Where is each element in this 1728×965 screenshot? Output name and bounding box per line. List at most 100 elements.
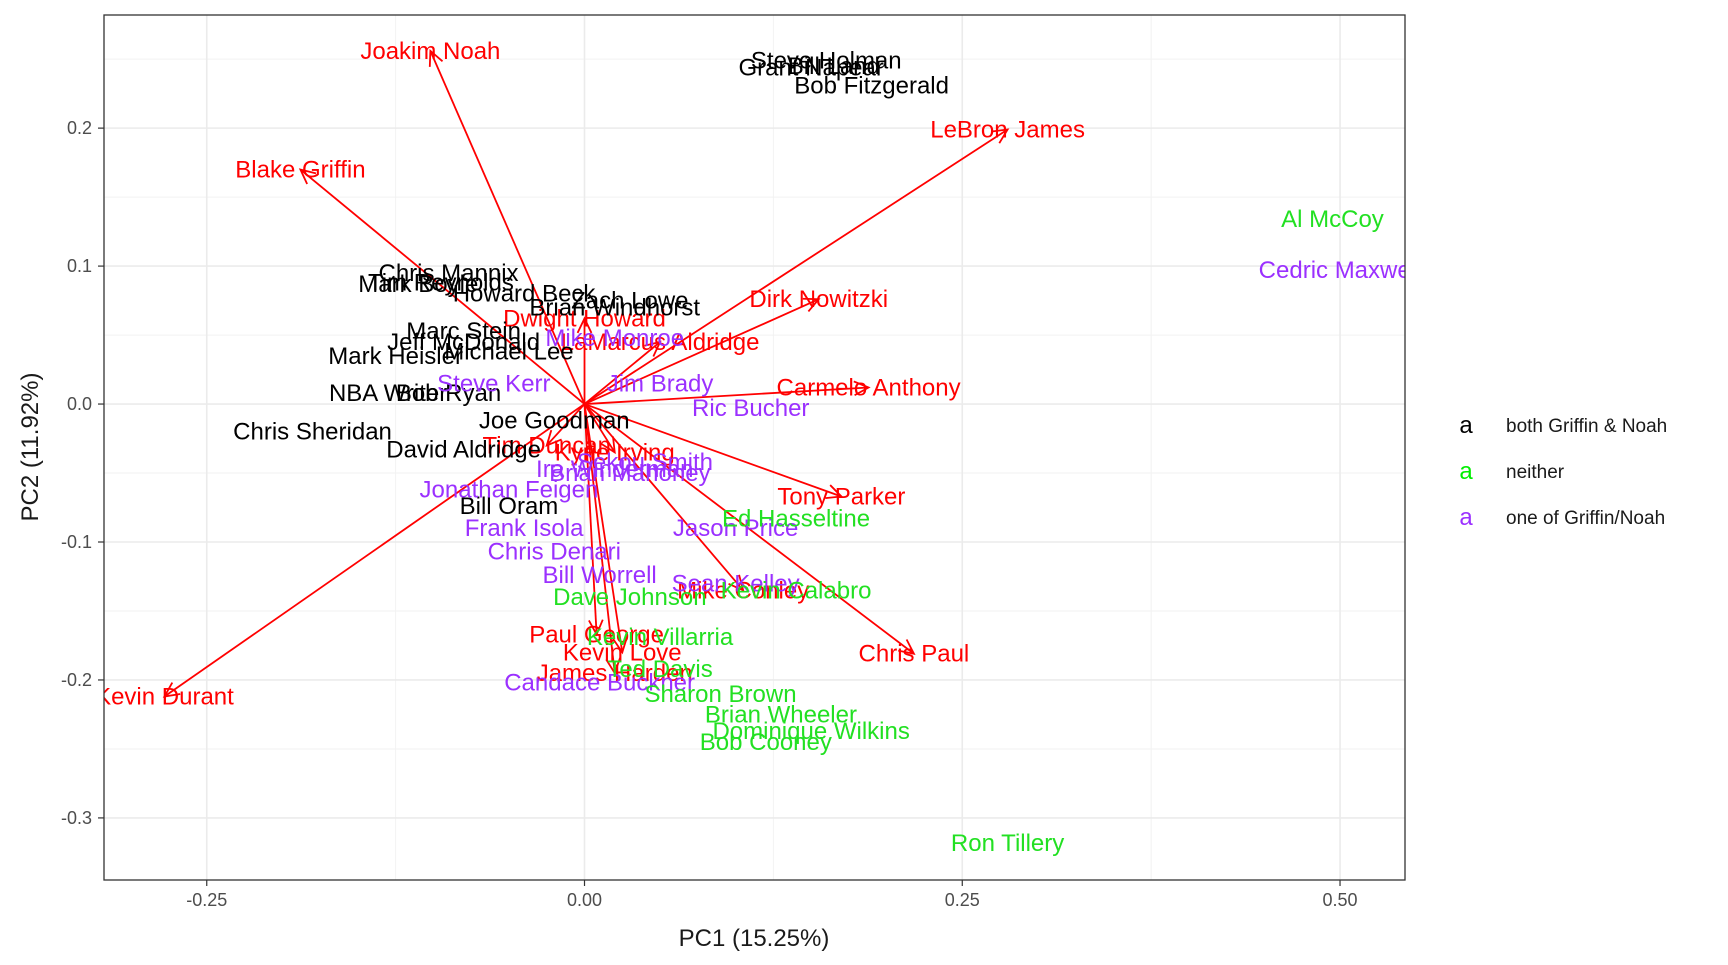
loading-arrow-line [583,341,661,405]
legend-label-one-of-griffin-noah: one of Griffin/Noah [1506,508,1665,529]
loading-arrow-head [545,429,562,447]
point-label-steve-holman: Steve Holman [751,48,902,75]
loading-tim-duncan: Tim Duncan [482,403,611,459]
point-label-brian-mahoney: Brian Mahoney [549,460,710,487]
loading-arrow-line [583,403,616,674]
point-label-ron-tillery: Ron Tillery [951,830,1064,857]
x-axis-ticks: -0.25 0.00 0.25 0.50 [186,880,1358,910]
loading-chris-paul: Chris Paul [583,403,970,668]
loading-dirk-nowitzki: Dirk Nowitzki [584,286,888,405]
loading-label: Kevin Love [563,639,682,666]
loading-arrow-line [584,298,820,405]
x-tick-label: -0.25 [186,890,227,910]
loading-arrow-head [991,128,1010,144]
loading-arrow-head [853,380,871,397]
legend-key-one-of-griffin-noah: a [1459,504,1473,531]
point-label-ric-bucher: Ric Bucher [692,395,809,422]
panel-background [104,15,1405,880]
loading-arrow-line [583,403,616,453]
x-tick-label: 0.50 [1323,890,1358,910]
loading-lamarcus-aldridge: LaMarcus Aldridge [561,329,760,405]
loading-carmelo-anthony: Carmelo Anthony [584,374,961,405]
loading-arrow-line [583,403,624,653]
point-label-bill-worrell: Bill Worrell [543,562,657,589]
point-label-howard-beck: Howard Beck [453,281,597,308]
x-tick-label: 0.25 [945,890,980,910]
point-label-ed-hasseltine: Ed Hasseltine [722,506,870,533]
loading-arrow-head [428,48,444,67]
loading-label: James Harden [537,660,693,687]
point-label-chris-mannix: Chris Mannix [378,260,518,287]
legend-key-both-griffin-noah: a [1459,412,1473,439]
legend-label-neither: neither [1506,462,1565,483]
y-tick-label: 0.1 [67,256,92,276]
loading-arrow-line [299,168,586,405]
loading-arrow-head [612,636,628,655]
y-axis-ticks: -0.3 -0.2 -0.1 0.0 0.1 0.2 [61,118,104,828]
loading-kevin-durant: Kevin Durant [95,403,586,711]
point-label-jonathan-feigen: Jonathan Feigen [420,477,599,504]
loading-label: Carmelo Anthony [777,374,961,401]
point-label-dave-johnson: Dave Johnson [553,584,706,611]
point-label-brian-windhorst: Brian Windhorst [529,294,700,321]
loading-arrow-head [576,316,593,334]
loading-arrow-line [584,386,869,405]
panel-border [103,14,1406,881]
legend: a both Griffin & Noah a neither a one of Grif… [1459,412,1667,531]
point-label-bob-cooney: Bob Cooney [700,729,832,756]
point-label-brian-wheeler: Brian Wheeler [705,701,857,728]
loading-label: Dirk Nowitzki [749,286,888,313]
loading-arrow-line [429,50,586,405]
point-label-joe-goodman: Joe Goodman [479,408,630,435]
loading-james-harden: James Harden [537,403,693,687]
point-label-bill-land: Bill Land [788,53,880,80]
y-tick-label: -0.3 [61,808,92,828]
loading-arrow-head [162,682,181,698]
y-axis-title: PC2 (11.92%) [17,373,44,522]
loading-arrow-line [583,403,744,591]
y-tick-label: -0.1 [61,532,92,552]
loading-arrow-head [728,574,745,592]
point-label-bob-fitzgerald: Bob Fitzgerald [794,72,949,99]
point-label-kevin-villarria: Kevin Villarria [587,624,734,651]
legend-label-both-griffin-noah: both Griffin & Noah [1506,416,1667,437]
y-tick-label: 0.0 [67,394,92,414]
point-label-ira-winderman: Ira Winderman [536,456,693,483]
loading-label: Chris Paul [859,641,970,668]
point-label-jeff-mcdonald: Jeff McDonald [387,329,540,356]
loading-label: LaMarcus Aldridge [561,329,760,356]
loading-label: LeBron James [930,117,1085,144]
point-label-cedric-maxwell: Cedric Maxwell [1259,257,1422,284]
loading-arrow-head [802,297,821,313]
point-label-david-aldridge: David Aldridge [386,437,541,464]
loading-mike-conley: Mike Conley [583,403,809,604]
y-tick-label: 0.2 [67,118,92,138]
point-label-ted-davis: Ted Davis [607,656,712,683]
loading-joakim-noah: Joakim Noah [360,38,586,405]
loading-arrow-head [644,340,662,357]
x-axis-title: PC1 (15.25%) [679,925,830,952]
loading-label: Kevin Durant [95,684,234,711]
point-label-al-mccoy: Al McCoy [1281,206,1384,233]
loading-arrow-line [546,403,586,447]
loading-arrow-head [898,639,916,656]
loading-lebron-james: LeBron James [584,117,1085,405]
x-tick-label: 0.00 [567,890,602,910]
point-label-mike-monroe: Mike Monroe [545,325,684,352]
loading-dwight-howard: Dwight Howard [503,306,666,405]
loading-label: Tony Parker [777,483,905,510]
loading-arrow-head [588,619,604,637]
loading-kevin-love: Kevin Love [563,403,682,666]
loading-arrow-head [298,168,317,185]
point-label-mark-boyle: Mark Boyle [358,271,478,298]
point-label-marc-stein: Marc Stein [406,318,521,345]
point-label-chris-denari: Chris Denari [488,539,621,566]
grid-lines [104,15,1405,880]
point-label-jim-brady: Jim Brady [607,370,714,397]
point-label-frank-isola: Frank Isola [465,515,584,542]
point-label-grant-napear: Grant Napear [738,54,883,81]
loading-label: Paul George [529,621,664,648]
loading-label: Blake Griffin [235,157,365,184]
